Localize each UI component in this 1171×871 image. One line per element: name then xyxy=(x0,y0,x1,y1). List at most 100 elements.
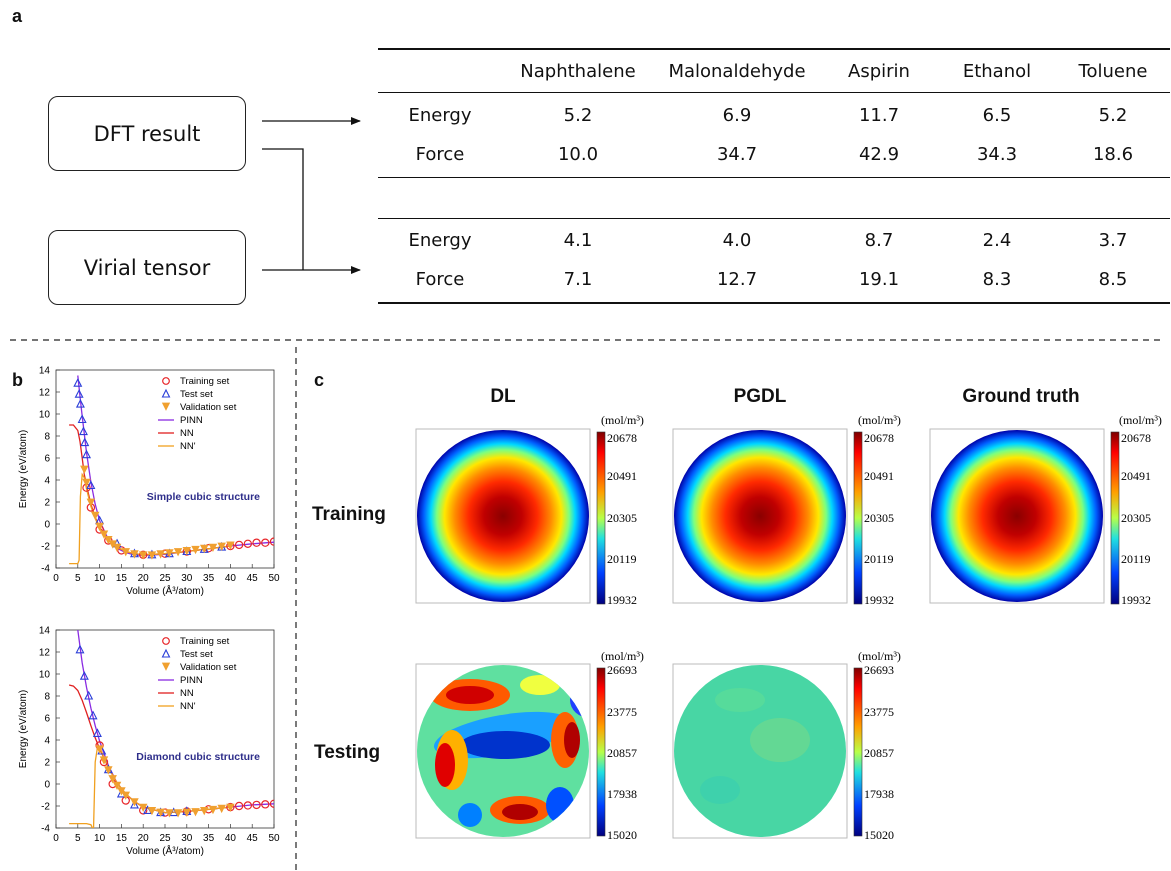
data-point-validation-set xyxy=(208,805,218,815)
colorbar-tick: 20305 xyxy=(607,511,637,525)
table-cell: 8.5 xyxy=(1098,269,1128,290)
panel-label-c: c xyxy=(314,370,325,390)
colorbar-tick: 15020 xyxy=(607,828,637,842)
x-axis-label: Volume (Å³/atom) xyxy=(126,844,204,857)
heatmap-column-title-ground-truth: Ground truth xyxy=(962,386,1080,407)
colorbar-tick: 20491 xyxy=(864,469,894,483)
x-tick-label: 5 xyxy=(75,573,81,584)
legend-label: Test set xyxy=(180,389,213,400)
table-cell: 5.2 xyxy=(563,105,593,126)
colorbar-tick: 19932 xyxy=(607,593,637,607)
legend-swatch-validation-set xyxy=(161,402,171,411)
colorbar-unit: (mol/m³) xyxy=(601,413,644,427)
data-point-training-set xyxy=(252,538,261,547)
y-tick-label: 8 xyxy=(44,692,50,703)
data-point-test-set xyxy=(80,437,90,447)
y-tick-label: 0 xyxy=(44,780,50,791)
data-point-validation-set xyxy=(117,787,126,796)
colorbar-tick: 23775 xyxy=(607,705,637,719)
colorbar-unit: (mol/m³) xyxy=(1119,413,1162,427)
y-tick-label: 6 xyxy=(44,714,50,725)
x-tick-label: 10 xyxy=(94,573,106,584)
table-header-rule xyxy=(378,92,1170,93)
data-point-test-set xyxy=(77,414,87,424)
x-tick-label: 15 xyxy=(116,833,128,844)
colorbar-unit: (mol/m³) xyxy=(858,413,901,427)
colorbar-dl-training xyxy=(596,431,606,605)
table-cell: 7.1 xyxy=(563,269,593,290)
table-cell: 6.5 xyxy=(982,105,1012,126)
data-point-validation-set xyxy=(138,551,148,560)
table-row: Force 7.1 12.7 19.1 8.3 8.5 xyxy=(378,260,1170,299)
y-tick-label: 10 xyxy=(39,670,51,681)
data-point-validation-set xyxy=(199,544,209,554)
data-point-test-set xyxy=(78,426,88,436)
data-point-validation-set xyxy=(99,530,109,539)
legend-label: NN' xyxy=(180,701,196,712)
plot-area xyxy=(69,375,274,565)
table-cell: 4.1 xyxy=(563,230,593,251)
data-point-training-set xyxy=(261,538,270,547)
x-tick-label: 45 xyxy=(247,833,259,844)
panel-label-b: b xyxy=(12,370,23,390)
data-point-training-set xyxy=(261,800,270,809)
data-point-training-set xyxy=(269,799,274,808)
table-row: Energy 4.1 4.0 8.7 2.4 3.7 xyxy=(378,221,1170,260)
y-axis-label: Energy (eV/atom) xyxy=(18,690,29,768)
legend-swatch-validation-set xyxy=(161,662,171,671)
data-point-training-set xyxy=(243,539,253,548)
table-cell: 8.7 xyxy=(864,230,894,251)
data-point-test-set xyxy=(79,670,89,680)
colorbar-tick: 19932 xyxy=(1121,593,1151,607)
colorbar-unit: (mol/m³) xyxy=(601,649,644,663)
legend-swatch-training-set xyxy=(162,637,170,645)
colorbar-tick: 17938 xyxy=(864,787,894,801)
colorbar-tick: 26693 xyxy=(864,663,894,677)
legend-label: NN' xyxy=(180,441,196,452)
y-tick-label: 2 xyxy=(44,758,50,769)
y-tick-label: 6 xyxy=(44,454,50,465)
colorbar-tick: 20857 xyxy=(864,746,894,760)
table-header-ethanol: Ethanol xyxy=(962,60,1032,82)
data-point-validation-set xyxy=(147,807,157,816)
data-point-validation-set xyxy=(108,775,117,784)
heatmap-row-label-training: Training xyxy=(312,504,386,525)
y-tick-label: 0 xyxy=(44,520,50,531)
heatmap-pgdl-testing xyxy=(672,663,848,839)
data-point-validation-set xyxy=(82,478,91,488)
data-point-training-set xyxy=(252,800,261,810)
table-cell: 34.7 xyxy=(716,144,758,165)
data-point-validation-set xyxy=(217,804,226,814)
colorbar-tick: 15020 xyxy=(864,828,894,842)
x-tick-label: 5 xyxy=(75,833,81,844)
colorbar-tick: 20305 xyxy=(1121,511,1151,525)
data-point-validation-set xyxy=(121,548,131,557)
data-point-validation-set xyxy=(182,808,192,817)
data-point-validation-set xyxy=(217,542,226,551)
energy-volume-chart-diamond-cubic: 0 5 10 15 20 25 30 35 40 45 50 -4 -2 0 2 4 6 8 10 12 14 Volum… xyxy=(18,626,280,858)
data-point-test-set xyxy=(92,728,102,737)
structure-annotation: Diamond cubic structure xyxy=(136,751,260,763)
table-header-toluene: Toluene xyxy=(1078,60,1148,82)
data-point-test-set xyxy=(75,644,85,654)
data-point-training-set xyxy=(234,801,244,811)
data-point-validation-set xyxy=(173,809,183,818)
data-point-test-set xyxy=(75,398,85,408)
x-tick-label: 0 xyxy=(53,833,59,844)
legend-label: Validation set xyxy=(180,402,237,413)
data-point-validation-set xyxy=(226,541,235,550)
data-point-validation-set xyxy=(104,766,113,775)
data-point-validation-set xyxy=(165,809,174,818)
row-label: Force xyxy=(415,269,465,290)
table-cell: 18.6 xyxy=(1092,144,1134,165)
colorbar-tick: 20678 xyxy=(607,431,637,445)
legend-label: Training set xyxy=(180,636,230,647)
colorbar-tick: 17938 xyxy=(607,787,637,801)
legend-label: PINN xyxy=(180,415,203,426)
y-axis-label: Energy (eV/atom) xyxy=(18,430,29,508)
legend-label: NN xyxy=(180,688,194,699)
x-tick-label: 30 xyxy=(181,573,193,584)
x-axis-label: Volume (Å³/atom) xyxy=(126,584,204,597)
heatmap-row-label-testing: Testing xyxy=(314,742,381,763)
legend-label: Test set xyxy=(180,649,213,660)
